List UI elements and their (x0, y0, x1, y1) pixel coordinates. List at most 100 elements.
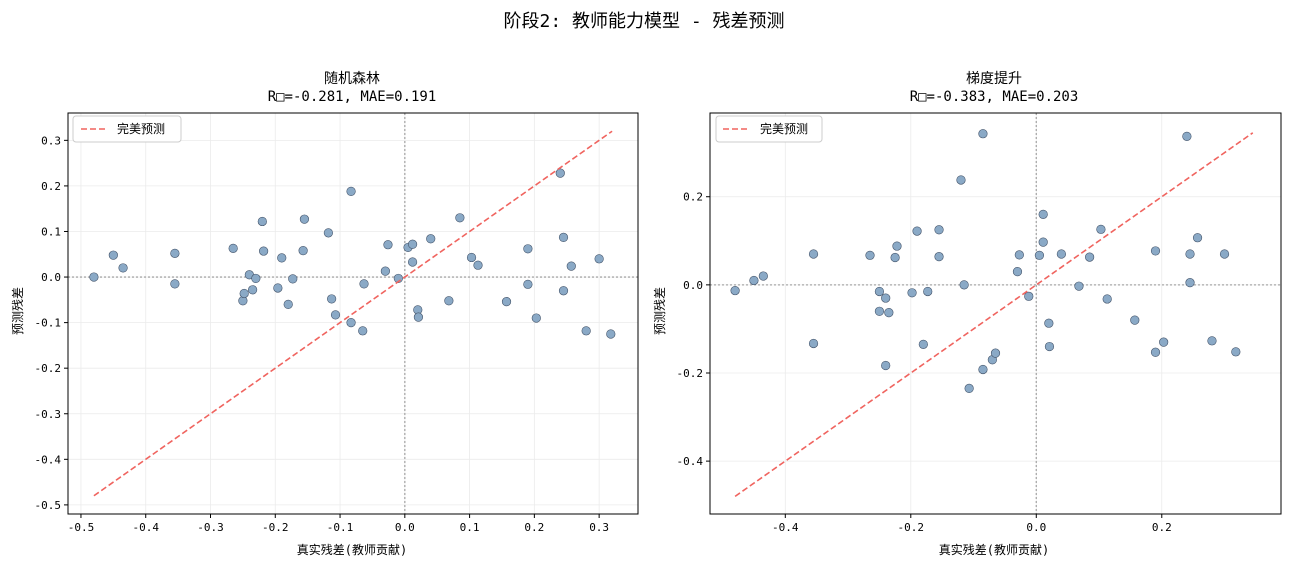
data-point (239, 288, 249, 299)
legend-box (715, 115, 823, 143)
data-point (466, 252, 477, 263)
data-point (473, 260, 483, 270)
data-point (959, 280, 969, 290)
data-point (808, 249, 819, 259)
data-point (581, 326, 591, 336)
data-point (890, 252, 900, 263)
data-point (531, 313, 541, 323)
data-point (1038, 237, 1048, 247)
data-point (555, 168, 565, 178)
y-tick-label: 0.2 (41, 180, 61, 193)
data-point (277, 253, 287, 263)
data-point (749, 275, 759, 286)
data-point (865, 250, 875, 260)
data-point (934, 252, 944, 262)
data-point (257, 216, 267, 227)
data-point (594, 254, 604, 264)
y-tick-label: -0.2 (677, 367, 704, 380)
plot-frame (709, 112, 1282, 515)
data-point (1014, 250, 1024, 260)
data-point (248, 285, 258, 295)
data-point (327, 294, 337, 304)
data-point (1185, 278, 1195, 288)
data-point (1231, 347, 1241, 357)
x-tick-label: -0.4 (772, 521, 799, 534)
data-point (1024, 291, 1034, 301)
legend: 完美预测 (715, 115, 823, 143)
data-point (359, 279, 369, 289)
data-point (934, 225, 944, 235)
data-point (1130, 315, 1140, 325)
data-point (1085, 252, 1095, 262)
y-axis-label: 预测残差 (11, 287, 25, 335)
data-point (228, 243, 238, 253)
legend-box (72, 115, 182, 143)
y-tick-label: -0.3 (35, 408, 62, 421)
data-point (874, 306, 885, 316)
x-tick-label: -0.3 (197, 521, 224, 534)
data-point (1038, 209, 1048, 219)
data-point (1159, 337, 1169, 347)
data-point (299, 214, 310, 224)
data-point (523, 244, 533, 254)
data-point (956, 175, 966, 185)
y-tick-label: -0.1 (35, 317, 62, 330)
x-tick-label: 0.3 (589, 521, 609, 534)
data-point (1207, 336, 1217, 346)
chart-title: 随机森林 (324, 71, 380, 87)
data-point (1096, 224, 1106, 234)
y-tick-label: 0.3 (41, 134, 61, 147)
data-point (251, 273, 261, 284)
data-point (990, 348, 1001, 358)
plot-area: -0.5 -0.4 -0.3 -0.2 -0.1 0.0 0.1 0.2 0.3 -0.5 -0.4… (35, 112, 639, 534)
data-point (444, 296, 454, 306)
plot-area: -0.4 -0.2 0.0 0.2 -0.4 -0.2 0.0 0.2 (677, 112, 1282, 534)
data-point (426, 234, 436, 244)
data-point (1102, 294, 1112, 304)
data-point (455, 213, 465, 223)
x-tick-label: 0.2 (524, 521, 544, 534)
data-point (330, 310, 341, 320)
x-tick-label: -0.5 (68, 521, 95, 534)
data-point (108, 250, 118, 260)
data-point (1192, 233, 1203, 243)
data-point (1185, 249, 1195, 259)
x-tick-label: 0.0 (395, 521, 415, 534)
figure-suptitle: 阶段2: 教师能力模型 - 残差预测 (503, 11, 784, 32)
data-point (558, 286, 569, 296)
data-point (118, 263, 128, 273)
data-point (1056, 249, 1066, 259)
data-point (346, 318, 356, 328)
data-point (884, 308, 894, 318)
x-tick-label: 0.1 (460, 521, 480, 534)
data-point (413, 312, 424, 322)
data-point (606, 329, 616, 339)
data-point (730, 285, 740, 296)
data-point (907, 288, 917, 298)
x-axis-label: 真实残差(教师贡献) (939, 542, 1049, 557)
data-point (346, 186, 356, 196)
y-tick-label: 0.0 (41, 271, 61, 284)
data-point (407, 257, 418, 267)
data-point (808, 338, 819, 349)
data-point (1074, 281, 1084, 291)
data-point (912, 226, 922, 236)
plot-frame (67, 112, 639, 515)
data-point (89, 272, 99, 282)
perfect-prediction-line (93, 130, 613, 497)
data-point (323, 228, 333, 238)
data-point (1219, 249, 1230, 259)
data-point (380, 266, 390, 276)
y-tick-label: 0.0 (683, 279, 703, 292)
data-point (501, 297, 512, 307)
perfect-prediction-line (734, 132, 1254, 498)
y-tick-label: 0.2 (683, 191, 703, 204)
data-point (1150, 246, 1161, 256)
x-tick-label: -0.2 (262, 521, 289, 534)
data-point (358, 326, 368, 336)
data-point (964, 383, 974, 394)
data-point (288, 274, 298, 284)
x-axis-label: 真实残差(教师贡献) (297, 542, 407, 557)
data-point (1044, 318, 1054, 328)
